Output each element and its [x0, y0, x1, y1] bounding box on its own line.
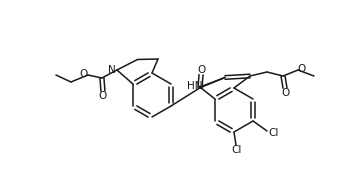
Text: Cl: Cl	[232, 145, 242, 155]
Text: O: O	[80, 69, 88, 79]
Text: O: O	[298, 64, 306, 74]
Text: N: N	[108, 65, 116, 75]
Text: O: O	[282, 88, 290, 98]
Text: O: O	[99, 91, 107, 101]
Text: HN: HN	[187, 81, 203, 91]
Text: O: O	[197, 65, 205, 75]
Text: Cl: Cl	[269, 128, 279, 138]
